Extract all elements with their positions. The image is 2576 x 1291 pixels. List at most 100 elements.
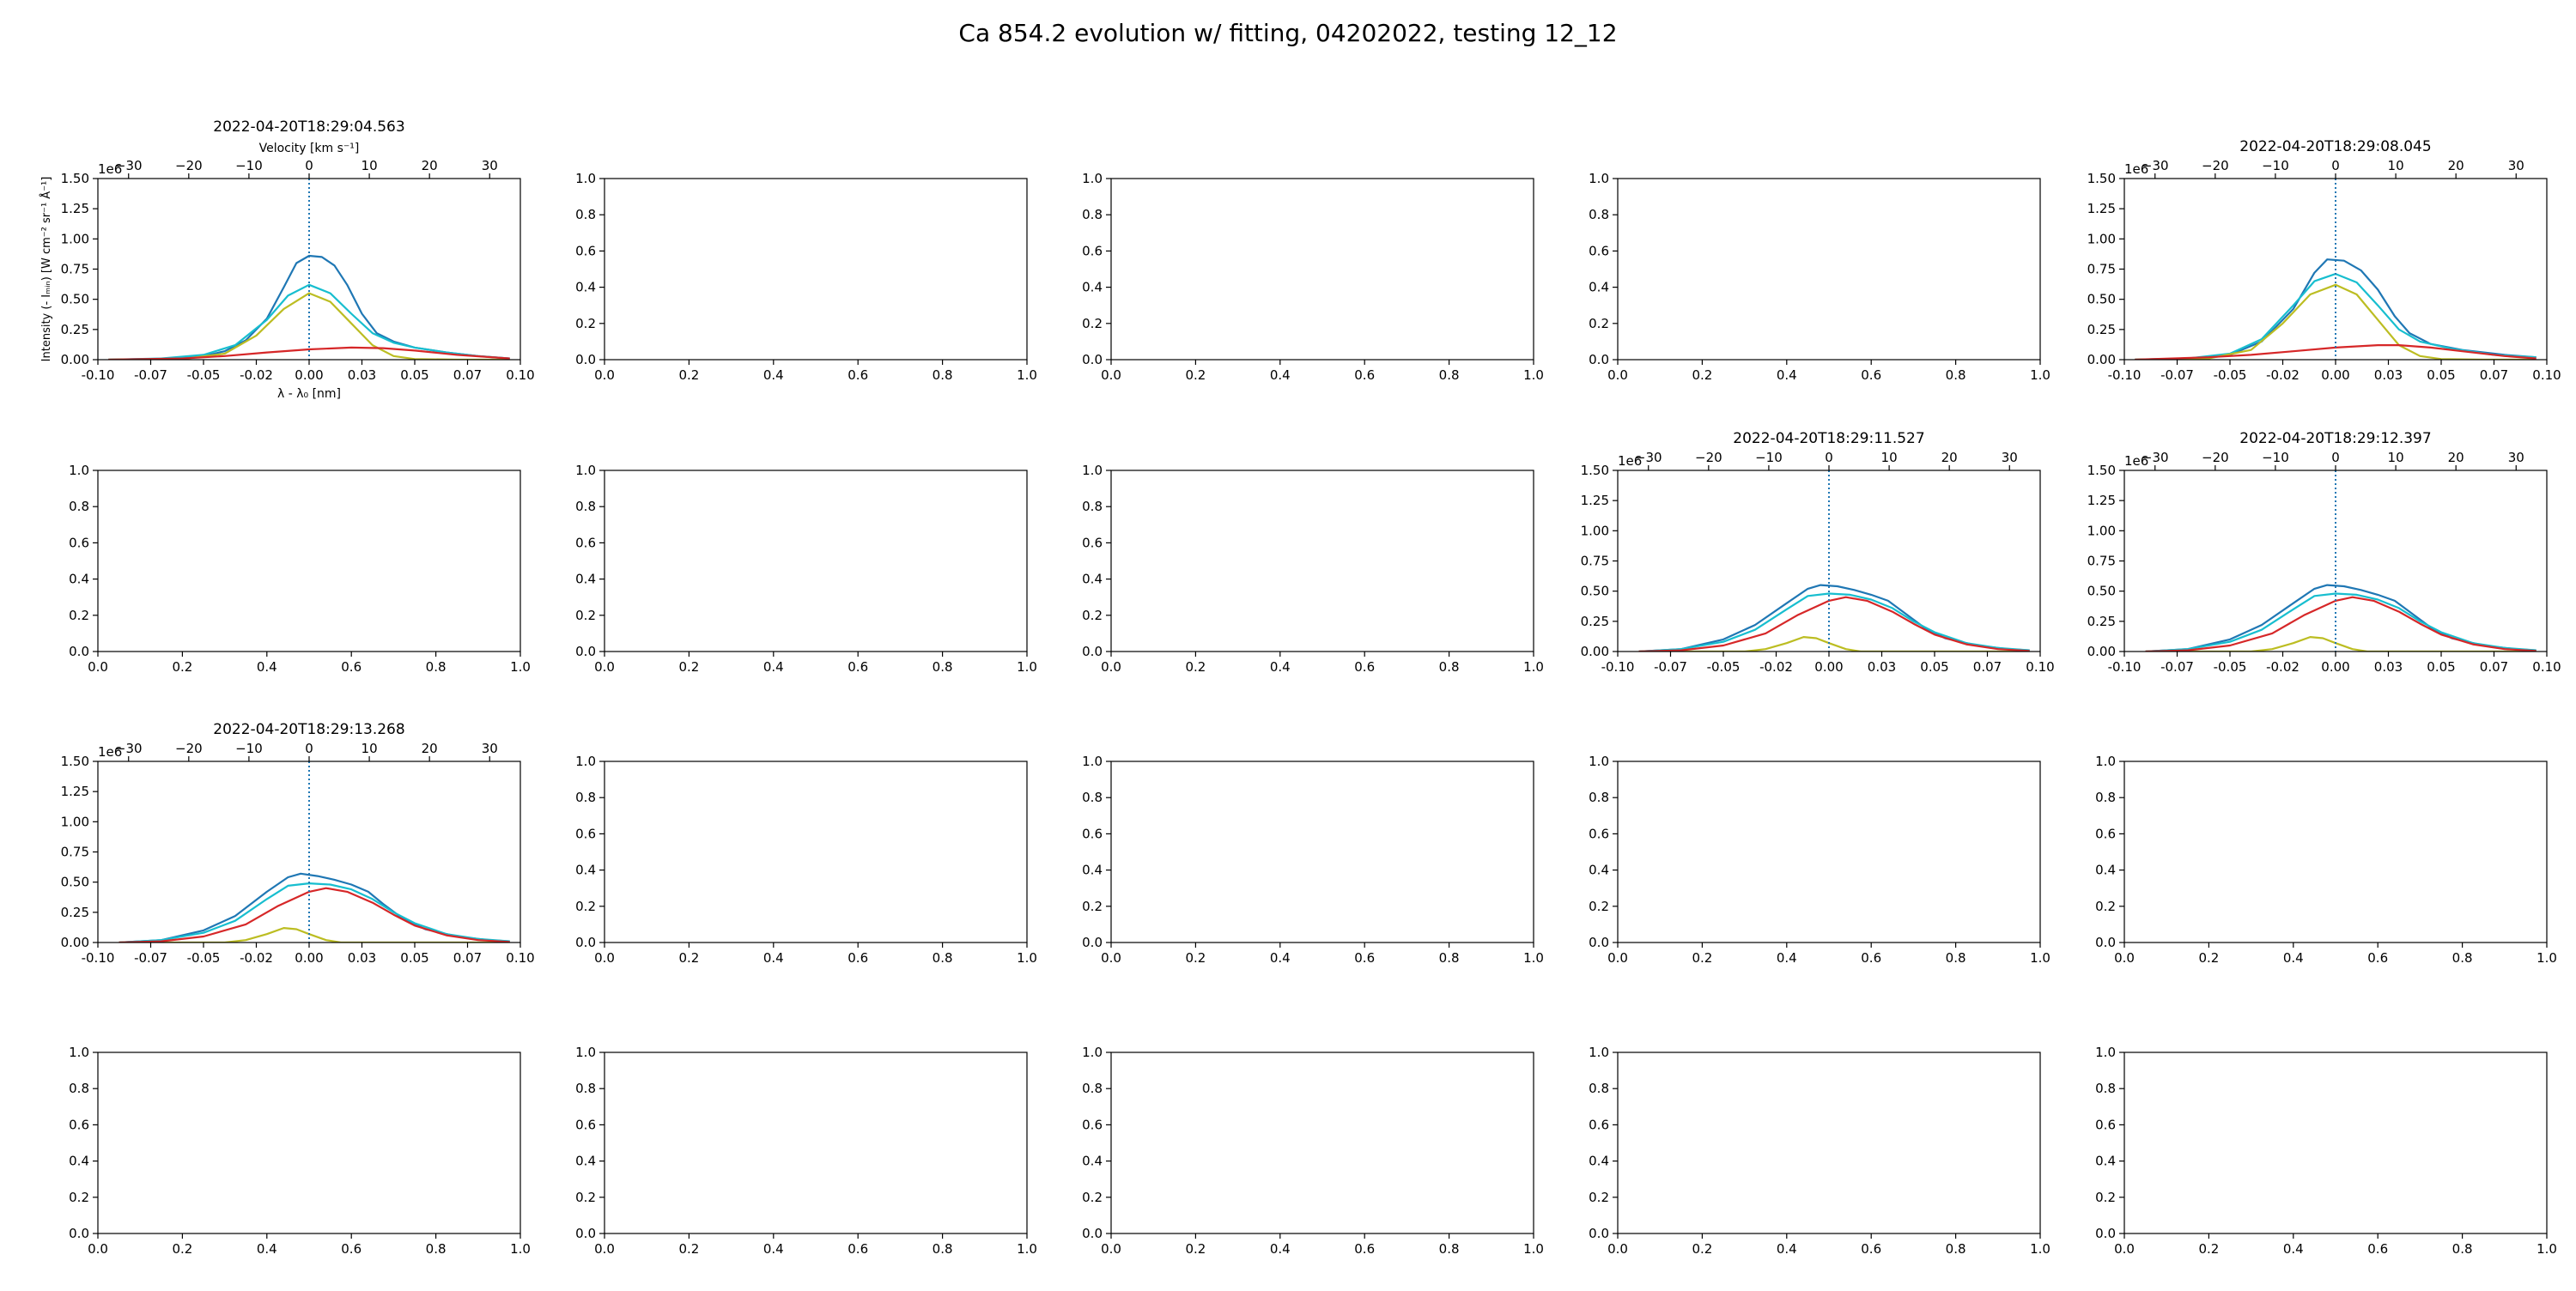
velocity-tick-label: 10 [2388, 450, 2404, 465]
offset-text: 1e6 [2124, 161, 2148, 177]
velocity-tick-label: 20 [422, 741, 438, 756]
axes-frame [97, 178, 521, 361]
x-tick-label: 0.10 [506, 367, 534, 383]
y-tick-label: 0.0 [1082, 1226, 1103, 1241]
velocity-tick-label: 10 [2388, 158, 2404, 173]
y-tick-label: 0.0 [1589, 352, 1609, 367]
x-tick-label: 0.6 [848, 950, 868, 966]
y-tick-label: 0.00 [2087, 352, 2116, 367]
velocity-tick-label: −20 [2202, 450, 2229, 465]
velocity-tick-label: 30 [2508, 450, 2524, 465]
x-tick-label: 0.0 [1101, 950, 1121, 966]
empty-axes-frame [1617, 1052, 2041, 1234]
y-tick-label: 1.0 [575, 463, 596, 478]
x-tick-label: 1.0 [510, 659, 531, 675]
x-tick-label: 0.8 [426, 659, 447, 675]
x-tick-label: 0.4 [1270, 1241, 1291, 1257]
velocity-tick-label: −20 [175, 158, 203, 173]
y-tick-label: 0.6 [575, 535, 596, 550]
x-tick-label: -0.05 [1707, 659, 1741, 675]
series-line-fit [118, 882, 510, 942]
x-tick-label: 0.6 [848, 367, 868, 383]
x-tick-label: 0.0 [594, 659, 615, 675]
panel-title: 2022-04-20T18:29:08.045 [2239, 138, 2431, 155]
x-tick-label: 0.03 [2374, 367, 2403, 383]
y-tick-label: 0.4 [575, 280, 596, 295]
x-tick-label: 0.03 [1868, 659, 1896, 675]
y-tick-label: 1.25 [2087, 201, 2116, 216]
y-tick-label: 0.6 [1082, 1117, 1103, 1132]
y-tick-label: 0.6 [1589, 826, 1609, 841]
x-tick-label: 0.8 [2452, 1241, 2473, 1257]
velocity-tick-label: 10 [361, 158, 378, 173]
x-tick-label: 0.4 [2283, 950, 2304, 966]
x-tick-label: 1.0 [2030, 1241, 2050, 1257]
figure-title: Ca 854.2 evolution w/ fitting, 04202022,… [958, 19, 1618, 47]
x-tick-label: 0.8 [1946, 367, 1966, 383]
x-tick-label: 0.05 [400, 950, 428, 966]
x-tick-label: -0.07 [1654, 659, 1687, 675]
x-tick-label: 0.2 [678, 950, 699, 966]
series-line-gauss2 [2135, 344, 2537, 360]
y-tick-label: 1.0 [1082, 463, 1103, 478]
y-tick-label: 0.2 [1082, 316, 1103, 331]
y-tick-label: 0.4 [1082, 280, 1103, 295]
empty-axes-frame [1617, 178, 2041, 361]
empty-axes-frame [2123, 1052, 2548, 1234]
y-tick-label: 0.8 [575, 499, 596, 514]
y-tick-label: 1.0 [1589, 1045, 1609, 1060]
y-tick-label: 1.00 [1581, 523, 1609, 538]
x-tick-label: 0.6 [848, 659, 868, 675]
y-tick-label: 0.6 [1082, 535, 1103, 550]
x-tick-label: 0.6 [1354, 1241, 1375, 1257]
velocity-tick-label: 10 [361, 741, 378, 756]
x-tick-label: 0.2 [1692, 367, 1712, 383]
y-tick-label: 0.00 [1581, 644, 1609, 659]
x-tick-label: -0.05 [2214, 367, 2247, 383]
x-tick-label: 0.4 [1270, 659, 1291, 675]
x-tick-label: 0.8 [933, 659, 953, 675]
x-tick-label: 0.8 [1439, 659, 1460, 675]
y-tick-label: 0.75 [2087, 262, 2116, 277]
x-tick-label: 0.6 [1354, 659, 1375, 675]
x-tick-label: 1.0 [1523, 659, 1544, 675]
y-tick-label: 1.0 [2095, 754, 2116, 769]
y-tick-label: 0.0 [1082, 935, 1103, 950]
x-tick-label: 1.0 [1523, 367, 1544, 383]
panel-title: 2022-04-20T18:29:04.563 [213, 118, 404, 136]
panel-title: 2022-04-20T18:29:12.397 [2239, 430, 2431, 447]
x-tick-label: 0.0 [1101, 1241, 1121, 1257]
velocity-tick-label: −10 [2262, 158, 2289, 173]
velocity-tick-label: 30 [482, 741, 498, 756]
series-line-gauss1 [2145, 636, 2537, 652]
y-tick-label: 0.25 [61, 322, 89, 337]
x-tick-label: 0.05 [2427, 367, 2455, 383]
axes-frame [2123, 470, 2548, 652]
y-tick-label: 1.0 [575, 1045, 596, 1060]
x-tick-label: -0.10 [1601, 659, 1635, 675]
y-tick-label: 0.0 [575, 352, 596, 367]
y-tick-label: 0.0 [575, 1226, 596, 1241]
offset-text: 1e6 [1618, 453, 1642, 469]
x-tick-label: 0.6 [341, 659, 361, 675]
x-axis-label: λ - λ₀ [nm] [277, 387, 341, 401]
x-tick-label: 0.6 [1861, 367, 1881, 383]
y-tick-label: 0.2 [1082, 608, 1103, 623]
x-tick-label: 0.0 [2114, 1241, 2135, 1257]
empty-axes-frame [604, 761, 1028, 943]
x-tick-label: 0.03 [2374, 659, 2403, 675]
velocity-tick-label: 0 [305, 158, 313, 173]
x-tick-label: -0.07 [2160, 367, 2194, 383]
x-tick-label: 0.2 [1185, 367, 1206, 383]
y-tick-label: 0.8 [575, 1081, 596, 1096]
x-tick-label: 0.2 [1185, 950, 1206, 966]
x-tick-label: 0.6 [1861, 950, 1881, 966]
velocity-tick-label: −10 [2262, 450, 2289, 465]
y-tick-label: 0.8 [575, 790, 596, 805]
x-tick-label: 0.8 [933, 950, 953, 966]
y-tick-label: 0.00 [61, 352, 89, 367]
x-tick-label: 0.4 [763, 659, 784, 675]
x-tick-label: 0.0 [594, 367, 615, 383]
velocity-axis-label: Velocity [km s⁻¹] [259, 142, 360, 155]
x-tick-label: -0.07 [134, 950, 167, 966]
